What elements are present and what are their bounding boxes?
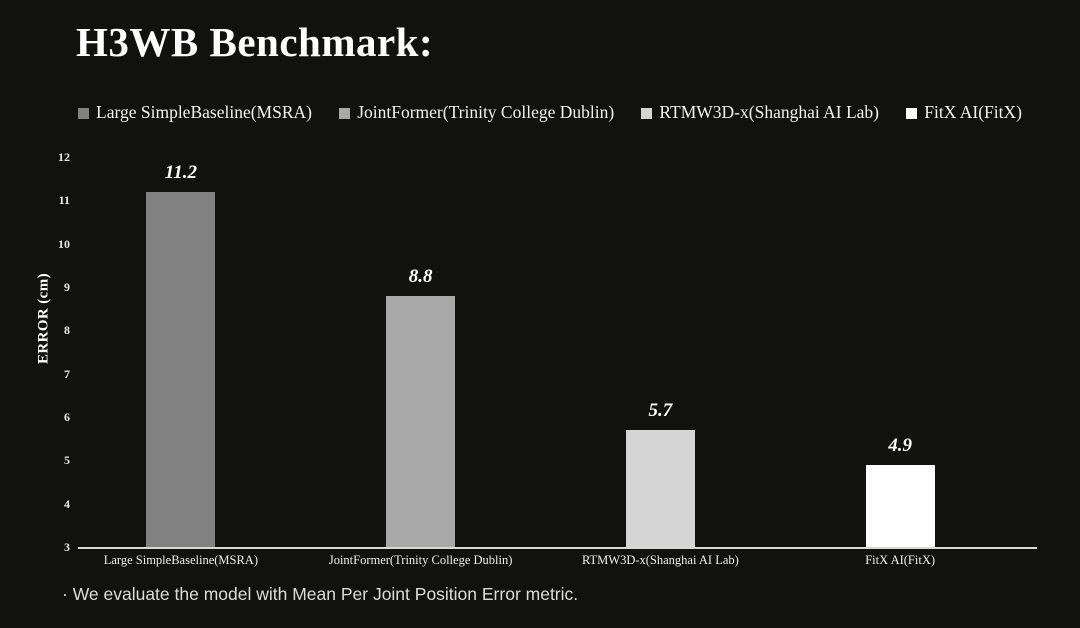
x-axis-line [78, 547, 1037, 549]
y-axis-tick-label: 8 [64, 323, 70, 338]
legend-item[interactable]: JointFormer(Trinity College Dublin) [339, 104, 614, 122]
chart-legend: Large SimpleBaseline(MSRA) JointFormer(Tr… [78, 101, 1022, 125]
legend-item[interactable]: RTMW3D-x(Shanghai AI Lab) [641, 104, 879, 122]
legend-item-label: JointFormer(Trinity College Dublin) [357, 102, 615, 123]
bar[interactable] [146, 191, 216, 547]
legend-item-label: RTMW3D-x(Shanghai AI Lab) [659, 102, 880, 123]
page-title: H3WB Benchmark: [76, 19, 434, 65]
legend-swatch-icon [641, 107, 653, 119]
y-axis-tick-label: 7 [64, 366, 70, 381]
footer-note: · We evaluate the model with Mean Per Jo… [62, 584, 579, 604]
x-axis-tick-label: RTMW3D-x(Shanghai AI Lab) [581, 553, 739, 567]
legend-item[interactable]: Large SimpleBaseline(MSRA) [78, 104, 312, 122]
legend-item-label: Large SimpleBaseline(MSRA) [96, 102, 312, 123]
legend-item[interactable]: FitX AI(FitX) [906, 104, 1022, 122]
y-axis-label: ERROR (cm) [35, 272, 52, 365]
bar[interactable] [625, 430, 695, 547]
y-axis-tick-label: 3 [64, 540, 70, 554]
legend-swatch-icon [339, 107, 351, 119]
y-axis-tick-label: 4 [64, 496, 70, 511]
x-axis-tick-label: FitX AI(FitX) [865, 553, 936, 567]
bar-value-label: 4.9 [888, 434, 912, 456]
x-axis-tick-label: JointFormer(Trinity College Dublin) [328, 553, 513, 567]
bar-value-label: 5.7 [648, 400, 673, 421]
bar-value-label: 8.8 [408, 265, 433, 287]
x-axis-tick-label: Large SimpleBaseline(MSRA) [103, 553, 258, 567]
y-axis-tick-label: 10 [58, 236, 70, 251]
bar-value-label: 11.2 [164, 161, 197, 183]
y-axis-tick-label: 12 [58, 150, 70, 164]
y-axis-tick-label: 11 [58, 193, 70, 208]
y-axis-tick-label: 9 [64, 280, 70, 294]
bar[interactable] [865, 464, 935, 547]
y-axis-tick-label: 6 [64, 410, 70, 424]
legend-item-label: FitX AI(FitX) [924, 102, 1022, 123]
y-axis-tick-label: 5 [64, 453, 70, 468]
legend-swatch-icon [906, 107, 918, 119]
legend-swatch-icon [78, 107, 89, 119]
bar[interactable] [386, 295, 456, 547]
